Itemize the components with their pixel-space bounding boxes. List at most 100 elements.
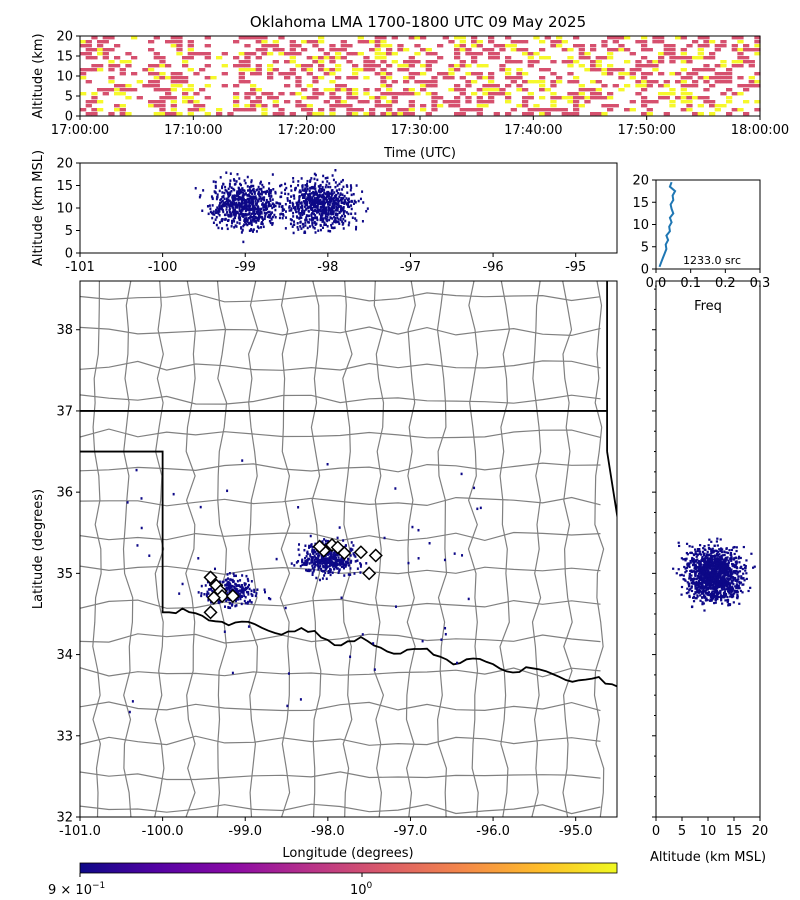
plan-view-point [230,586,233,589]
alt-lat-point [738,561,741,564]
lon-alt-point [313,212,316,216]
time-height-cell [612,36,619,40]
lon-alt-point [278,216,281,220]
lon-alt-point [268,189,271,193]
lon-alt-point [297,205,300,208]
time-height-cell [612,68,619,72]
time-height-cell [448,68,455,72]
lon-alt-point [225,199,228,203]
figure-title: Oklahoma LMA 1700-1800 UTC 09 May 2025 [250,13,586,31]
time-height-cell [522,52,529,56]
time-height-cell [363,76,370,80]
alt-lat-point [703,579,706,583]
alt-lat-point [692,600,696,603]
alt-lat-point [719,595,722,599]
alt-lat-point [733,564,736,567]
plan-view-point [428,541,431,545]
time-height-cell [114,108,121,112]
plan-view-point [225,578,228,582]
alt-lat-point [735,589,739,592]
time-height-cell [482,92,489,96]
lon-alt-point [342,209,345,213]
lon-alt-point [321,187,324,190]
time-height-cell [295,100,302,104]
time-height-cell [357,36,364,40]
alt-lat-point [699,562,702,565]
alt-lat-point [727,567,730,571]
time-height-cell [743,100,750,104]
time-height-cell [306,108,313,112]
plan-view-point [229,584,232,587]
lon-alt-point [298,212,301,215]
lon-alt-point [298,190,301,194]
alt-lat-point [732,583,735,586]
alt-lat-point [699,560,702,563]
alt-lat-point [704,589,708,592]
time-height-cell [255,64,262,68]
plan-view-x-tick: -99.0 [228,824,262,839]
lon-alt-point [210,211,213,215]
lon-alt-point [233,220,236,223]
time-height-x-tick: 17:00:00 [51,123,109,138]
lon-alt-point [257,214,260,218]
time-height-cell [550,80,557,84]
time-height-cell [414,80,421,84]
lon-alt-point [215,197,218,201]
time-height-cell [641,48,648,52]
lon-alt-point [303,231,306,234]
time-height-cell [255,36,262,40]
alt-lat-point [701,582,704,585]
time-height-cell [357,108,364,112]
lon-alt-point [216,193,219,196]
alt-lat-point [738,570,742,573]
time-height-cell [114,104,121,108]
time-height-ticks: 17:00:00 17:10:00 17:20:00 17:30:00 17:40:00… [51,30,789,139]
plan-view-point [383,536,386,540]
lon-alt-point [314,202,317,205]
lon-alt-y-tick: 5 [65,224,73,239]
time-height-cell [561,108,568,112]
time-height-cell [363,88,370,92]
lon-alt-point [255,230,258,233]
time-height-cell [306,72,313,76]
county-line [80,360,601,371]
lon-alt-point [215,208,218,212]
time-height-cell [414,44,421,48]
time-height-cell [295,76,302,80]
time-height-cell [284,72,291,76]
lon-alt-point [225,208,228,211]
alt-lat-point [723,573,726,576]
plan-view-point [131,700,134,703]
time-height-cell [686,104,693,108]
lon-alt-point [313,197,316,200]
alt-lat-point [735,561,738,564]
time-height-cell [737,36,744,40]
time-height-cell [301,40,308,44]
alt-lat-point [696,583,699,586]
alt-lat-point [725,566,729,569]
lon-alt-point [354,201,357,204]
time-height-cell [663,44,670,48]
lon-alt-point [237,192,240,195]
lon-alt-point [320,214,323,218]
alt-lat-point [702,588,705,591]
plan-view-point [232,572,235,575]
time-height-cell [720,44,727,48]
time-height-cell [454,88,461,92]
lon-alt-point [228,203,231,207]
lon-alt-point [297,204,300,207]
time-height-cell [539,96,546,100]
time-height-cell [119,88,126,92]
lon-alt-point [284,227,287,230]
alt-lat-point [709,587,712,590]
time-height-cell [255,68,262,72]
lon-alt-point [228,207,231,211]
lon-alt-point [292,223,295,227]
lon-alt-point [340,196,343,200]
lon-alt-point [230,186,233,189]
lon-alt-point [271,222,274,225]
alt-lat-point [699,572,702,575]
time-height-x-tick: 17:30:00 [391,123,449,138]
plan-view-point [314,550,317,554]
time-height-cell [238,72,245,76]
